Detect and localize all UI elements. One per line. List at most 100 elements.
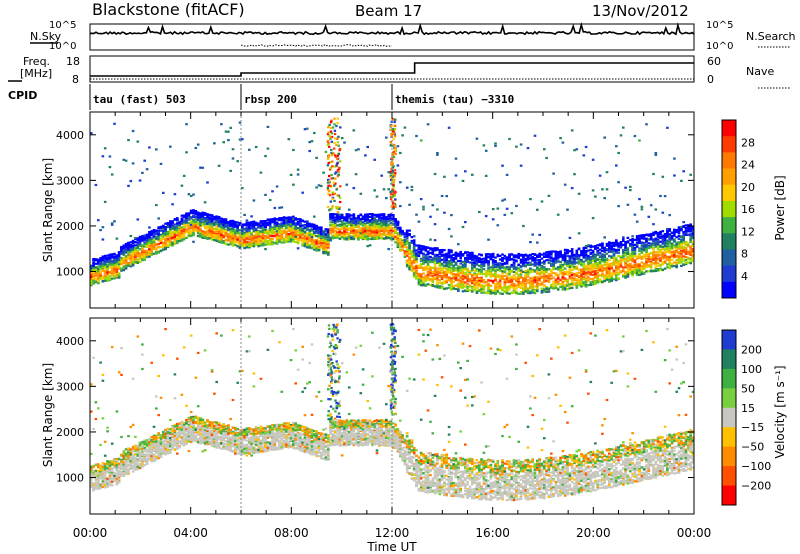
power-cell	[347, 208, 351, 211]
power-cell	[189, 216, 193, 219]
power-cell	[213, 221, 216, 224]
power-cell	[324, 228, 328, 231]
power-cell	[162, 245, 165, 248]
power-cell	[385, 236, 388, 239]
power-cell	[159, 242, 163, 245]
power-cell	[92, 275, 95, 278]
power-cell	[289, 229, 293, 232]
power-cell	[294, 232, 297, 235]
power-cell	[392, 215, 395, 218]
power-cell	[385, 225, 388, 228]
power-cell	[106, 268, 109, 271]
power-cell	[313, 231, 316, 234]
power-cell	[120, 258, 123, 261]
power-cell	[320, 246, 323, 249]
power-cell	[224, 232, 228, 235]
power-cell	[415, 253, 418, 256]
power-cell	[433, 257, 437, 260]
power-cell	[429, 238, 432, 241]
power-cell	[285, 234, 288, 237]
power-cell	[454, 267, 458, 270]
power-cell	[129, 263, 133, 266]
power-cell	[136, 243, 140, 246]
power-cell	[94, 274, 98, 277]
power-cell	[317, 229, 321, 232]
power-cell	[94, 269, 98, 272]
power-cell	[357, 238, 360, 241]
nave-label: Nave	[746, 65, 774, 78]
power-cell	[271, 190, 274, 193]
power-cell	[162, 233, 165, 236]
power-cell	[352, 187, 356, 190]
power-cell	[484, 274, 488, 277]
power-cell	[203, 217, 207, 220]
power-cell	[287, 225, 291, 228]
power-cell	[389, 213, 393, 217]
power-cell	[217, 216, 221, 219]
power-cell	[271, 218, 274, 221]
power-cell	[159, 229, 163, 232]
power-cell	[457, 259, 460, 263]
power-cell	[357, 235, 360, 238]
power-cell	[275, 225, 279, 228]
power-cell	[215, 236, 218, 239]
power-cell	[106, 269, 109, 272]
power-cell	[99, 267, 102, 270]
nsky-tick-top: 10^5	[49, 20, 76, 31]
power-cell	[471, 258, 474, 261]
power-cell	[127, 262, 130, 265]
power-cell	[143, 249, 146, 252]
power-cell	[436, 257, 439, 260]
power-cell	[141, 235, 144, 238]
power-cell	[447, 286, 451, 289]
power-cell	[159, 233, 163, 236]
power-cell	[327, 253, 330, 256]
power-cell	[468, 255, 472, 258]
power-cell	[422, 208, 425, 211]
power-cell	[97, 263, 100, 266]
power-cell	[250, 244, 253, 248]
power-cell	[169, 224, 172, 227]
power-cell	[371, 220, 374, 223]
power-cell	[354, 218, 358, 221]
power-cell	[206, 219, 209, 223]
power-cell	[141, 239, 144, 242]
power-cell	[213, 239, 216, 242]
power-cell	[173, 240, 177, 243]
power-cell	[113, 255, 116, 258]
power-cell	[368, 228, 372, 231]
power-cell	[478, 277, 481, 281]
power-cell	[461, 272, 465, 275]
power-cell	[436, 153, 439, 156]
power-cell	[289, 216, 293, 219]
power-cell	[424, 268, 428, 271]
power-cell	[396, 223, 400, 226]
power-cell	[475, 267, 479, 270]
power-cell	[494, 272, 497, 276]
power-cell	[408, 241, 411, 245]
power-cell	[229, 238, 232, 241]
power-cell	[220, 217, 223, 220]
power-cell	[466, 256, 469, 259]
power-cell	[373, 229, 376, 232]
power-cell	[340, 227, 344, 230]
power-cell	[136, 140, 140, 143]
power-cell	[433, 262, 437, 265]
power-cell	[241, 187, 244, 190]
power-cell	[103, 279, 107, 282]
power-cell	[141, 249, 144, 252]
power-cell	[431, 247, 435, 250]
power-cell	[484, 174, 488, 177]
power-cell	[245, 232, 249, 235]
power-cell	[505, 290, 509, 293]
power-cell	[345, 225, 349, 228]
power-cell	[364, 225, 367, 228]
power-cell	[138, 254, 142, 257]
power-cell	[373, 235, 376, 238]
power-cell	[220, 225, 223, 228]
power-cell	[285, 224, 288, 227]
power-cell	[303, 240, 307, 243]
power-cell	[496, 281, 500, 284]
power-cell	[308, 236, 311, 239]
power-cell	[489, 257, 493, 260]
